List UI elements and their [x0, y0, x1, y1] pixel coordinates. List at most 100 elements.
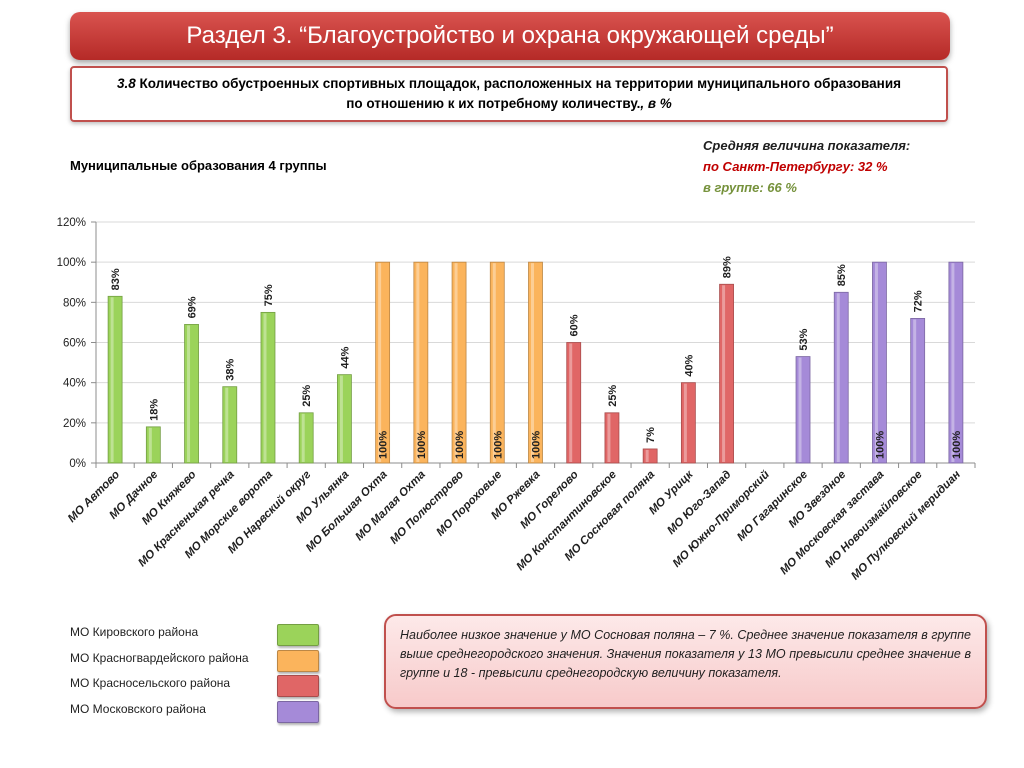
bar-highlight: [951, 263, 955, 462]
category-label: МО Малая Охта: [353, 468, 428, 543]
summary-text: Наиболее низкое значение у МО Сосновая п…: [400, 628, 971, 680]
category-label: МО Пороховые: [434, 468, 504, 538]
bar: [604, 412, 620, 464]
bar: [413, 261, 429, 464]
bar-highlight: [263, 313, 267, 462]
bar-highlight: [301, 413, 305, 462]
bar: [222, 386, 238, 464]
bar: [948, 261, 964, 464]
data-label: 85%: [836, 264, 848, 286]
legend: МО Кировского района МО Красногвардейског…: [70, 622, 330, 724]
data-label: 100%: [454, 431, 466, 459]
bar-highlight: [645, 449, 649, 462]
data-label: 60%: [569, 314, 581, 336]
average-spb: по Санкт-Петербургу: 32 %: [703, 159, 888, 174]
average-heading: Средняя величина показателя:: [703, 138, 911, 153]
bar: [910, 318, 926, 464]
data-label: 100%: [874, 431, 886, 459]
y-tick-label: 80%: [63, 297, 86, 309]
data-label: 25%: [301, 385, 313, 407]
bar-highlight: [607, 413, 611, 462]
bar: [145, 426, 161, 464]
bar: [375, 261, 391, 464]
average-group: в группе: 66 %: [703, 180, 797, 195]
bar: [337, 374, 352, 464]
data-label: 100%: [531, 431, 543, 459]
bar-highlight: [722, 285, 726, 462]
indicator-number: 3.8: [116, 76, 136, 91]
bar: [719, 283, 734, 464]
y-tick-label: 20%: [63, 418, 86, 430]
data-label: 44%: [339, 346, 351, 368]
data-label: 38%: [225, 358, 237, 380]
data-label: 100%: [492, 431, 504, 459]
legend-item: МО Красносельского района: [70, 673, 330, 699]
data-label: 83%: [110, 268, 122, 290]
bar-highlight: [378, 263, 382, 462]
data-label: 18%: [148, 399, 160, 421]
bar: [298, 412, 314, 464]
bar-highlight: [416, 263, 420, 462]
bar-highlight: [148, 427, 152, 462]
bar: [833, 291, 849, 464]
data-label: 53%: [798, 328, 810, 350]
bar: [680, 382, 696, 464]
data-label: 72%: [913, 290, 925, 312]
bar-highlight: [110, 297, 114, 462]
legend-label: МО Кировского района: [70, 625, 199, 639]
category-label: МО Гагаринское: [735, 468, 810, 543]
bar: [566, 342, 582, 464]
data-label: 100%: [951, 431, 963, 459]
section-title: Раздел 3. “Благоустройство и охрана окру…: [186, 22, 834, 49]
bar-highlight: [531, 263, 534, 462]
legend-item: МО Красногвардейского района: [70, 648, 330, 674]
legend-label: МО Красногвардейского района: [70, 650, 249, 665]
bar: [528, 261, 543, 464]
data-label: 25%: [607, 385, 619, 407]
y-tick-label: 60%: [63, 338, 86, 350]
bar-highlight: [339, 375, 343, 462]
bar-chart: 0%20%40%60%80%100%120%83%МО Автово18%МО …: [57, 217, 976, 582]
summary-note: Наиболее низкое значение у МО Сосновая п…: [384, 614, 987, 709]
bar-highlight: [492, 263, 496, 462]
data-label: 100%: [416, 431, 428, 459]
average-block: Средняя величина показателя: по Санкт-Пе…: [703, 135, 910, 198]
bar-highlight: [225, 387, 229, 462]
bar-highlight: [798, 357, 802, 462]
section-banner: Раздел 3. “Благоустройство и охрана окру…: [70, 12, 950, 60]
category-label: МО Полюстрово: [388, 469, 466, 547]
bar: [184, 324, 199, 464]
indicator-title: 3.8 Количество обустроенных спортивных п…: [112, 74, 906, 114]
data-label: 75%: [263, 284, 275, 306]
indicator-title-box: 3.8 Количество обустроенных спортивных п…: [70, 66, 948, 122]
data-label: 69%: [187, 296, 199, 318]
bar: [795, 356, 811, 464]
data-label: 7%: [645, 427, 657, 443]
bar: [489, 261, 505, 464]
legend-swatch: [277, 624, 319, 646]
legend-item: МО Кировского района: [70, 622, 330, 648]
data-label: 100%: [378, 431, 390, 459]
legend-swatch: [277, 700, 319, 723]
legend-swatch: [277, 649, 319, 672]
bar-highlight: [454, 263, 458, 462]
bar-highlight: [683, 383, 687, 462]
y-tick-label: 0%: [69, 458, 86, 470]
bar: [451, 261, 467, 464]
y-tick-label: 40%: [63, 378, 86, 390]
bar: [642, 448, 658, 464]
indicator-text: Количество обустроенных спортивных площа…: [135, 76, 902, 111]
legend-label: МО Красносельского района: [70, 676, 231, 690]
y-tick-label: 100%: [57, 257, 86, 269]
data-label: 89%: [722, 256, 734, 278]
bar-highlight: [913, 319, 917, 462]
bar-highlight: [569, 343, 573, 462]
bar: [260, 311, 276, 464]
legend-label: МО Московского района: [70, 701, 206, 716]
bar-highlight: [836, 293, 840, 462]
bar: [872, 261, 887, 464]
data-label: 40%: [683, 354, 695, 376]
bar-highlight: [187, 325, 191, 462]
legend-swatch: [277, 675, 319, 697]
indicator-unit: , в %: [640, 96, 672, 111]
